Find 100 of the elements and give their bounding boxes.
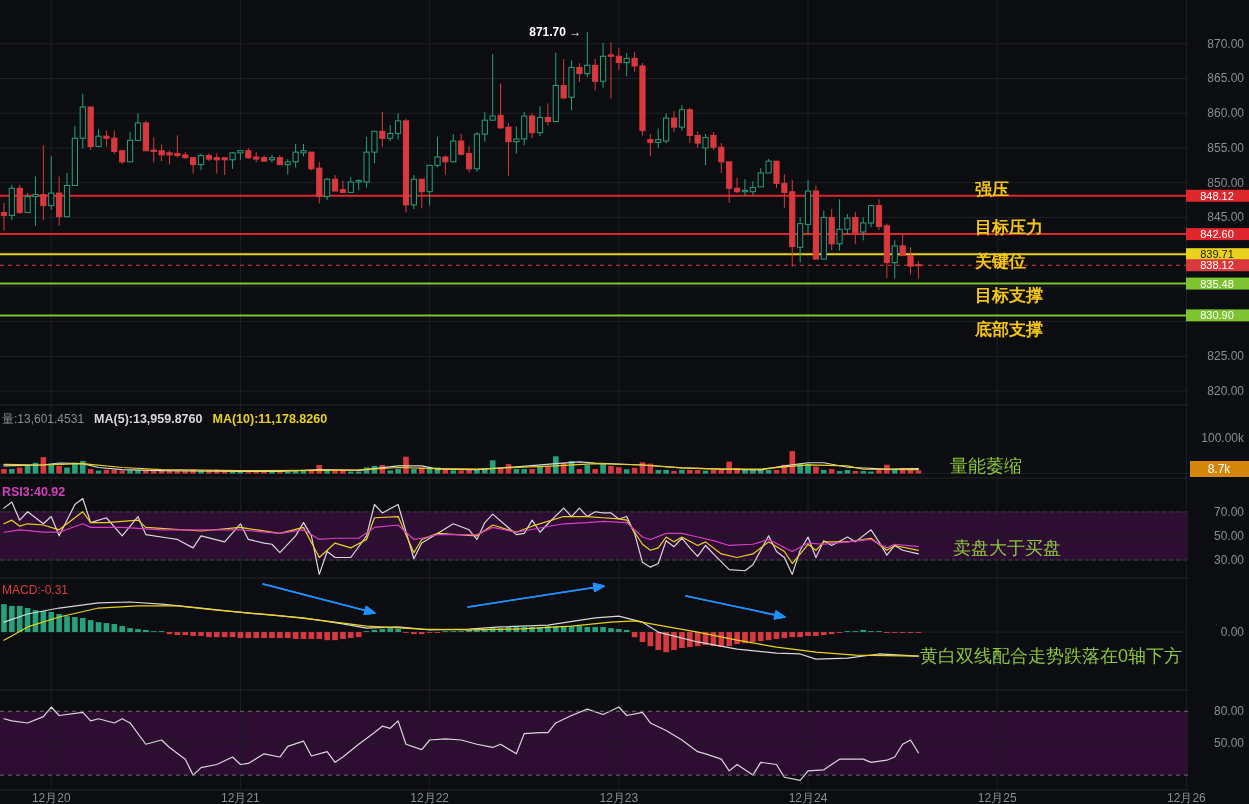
bar: [750, 632, 756, 642]
bar: [513, 469, 520, 474]
bar: [158, 470, 165, 474]
annotation: 强压: [975, 179, 1009, 199]
candlestick: [663, 112, 670, 144]
bar: [426, 469, 433, 474]
bar: [16, 467, 23, 474]
bar: [166, 470, 173, 474]
bar: [631, 467, 638, 474]
bar: [9, 469, 15, 474]
candlestick: [56, 175, 63, 227]
bar: [844, 469, 851, 474]
bar: [450, 470, 457, 474]
bar: [860, 629, 867, 633]
bar: [663, 632, 669, 653]
bar: [103, 469, 110, 474]
bar: [16, 605, 23, 633]
candlestick: [576, 62, 583, 83]
bar: [663, 469, 669, 474]
bar: [24, 465, 31, 474]
bar: [805, 632, 811, 636]
candlestick: [852, 211, 859, 245]
bar: [324, 632, 330, 641]
y-tick-label: 845.00: [1207, 210, 1245, 225]
candlestick: [655, 128, 662, 149]
bar: [797, 632, 803, 638]
bar: [852, 471, 859, 474]
bar: [56, 465, 62, 474]
text: 100.00k: [1201, 431, 1245, 445]
bar: [529, 469, 535, 474]
bar: [95, 622, 102, 633]
bar: [355, 471, 362, 474]
bar: [671, 471, 677, 474]
annotation: 目标支撑: [975, 286, 1043, 306]
bar: [316, 632, 323, 639]
bar: [545, 466, 551, 474]
candlestick: [126, 131, 134, 163]
candlestick: [450, 133, 457, 163]
bar: [702, 470, 709, 474]
bar: [655, 632, 662, 651]
bar: [87, 469, 94, 474]
bar: [198, 632, 204, 636]
candlestick: [868, 205, 875, 228]
bar: [466, 469, 472, 474]
bar: [190, 632, 196, 636]
text: 量:13,601.4531: [2, 412, 85, 426]
x-tick-label: 12月26: [1167, 791, 1207, 804]
text: MACD:-0.31: [2, 583, 69, 597]
bar: [616, 629, 622, 633]
bar: [474, 629, 480, 633]
candlestick: [860, 216, 867, 241]
bar: [340, 632, 346, 639]
bar: [474, 469, 480, 474]
ref-line-label: 839.71: [1200, 248, 1234, 261]
bar: [868, 471, 874, 474]
candlestick: [324, 177, 331, 201]
bar: [860, 471, 867, 474]
bar: [813, 632, 819, 636]
bar: [789, 632, 796, 638]
annotation: 目标压力: [975, 218, 1043, 238]
bar: [876, 469, 882, 474]
candlestick: [647, 133, 654, 157]
bar: [182, 632, 189, 636]
bar: [765, 469, 772, 474]
candlestick: [875, 198, 883, 231]
text: MA(5):13,959.8760: [94, 412, 203, 426]
candlestick: [536, 105, 544, 137]
candlestick: [615, 47, 622, 71]
bar: [300, 632, 307, 639]
y-tick-label: 70.00: [1213, 504, 1245, 519]
candlestick: [702, 133, 709, 166]
candlestick: [670, 110, 678, 133]
bar: [261, 632, 267, 639]
candlestick: [592, 58, 599, 91]
candlestick: [134, 112, 142, 141]
annotation: 底部支撑: [974, 320, 1043, 340]
bar: [584, 465, 591, 474]
bar: [79, 617, 86, 633]
bar: [537, 466, 543, 474]
candlestick: [623, 52, 630, 77]
bar: [576, 469, 583, 474]
x-tick-label: 12月25: [977, 791, 1017, 804]
bar: [395, 469, 401, 474]
bar: [411, 469, 417, 474]
bar: [679, 632, 685, 648]
bar: [655, 469, 662, 474]
candlestick: [418, 178, 425, 209]
bar: [734, 632, 740, 645]
bar: [710, 469, 717, 474]
bar: [1, 469, 7, 474]
bar: [592, 469, 598, 474]
bar: [836, 471, 843, 474]
bar: [103, 623, 110, 633]
ref-line-label: 835.48: [1200, 277, 1234, 290]
bar: [750, 469, 756, 474]
y-tick-label: 30.00: [1213, 552, 1245, 567]
annotation: 871.70 →: [529, 24, 582, 39]
candlestick: [0, 202, 8, 232]
bar: [600, 626, 606, 633]
bar: [72, 617, 78, 633]
